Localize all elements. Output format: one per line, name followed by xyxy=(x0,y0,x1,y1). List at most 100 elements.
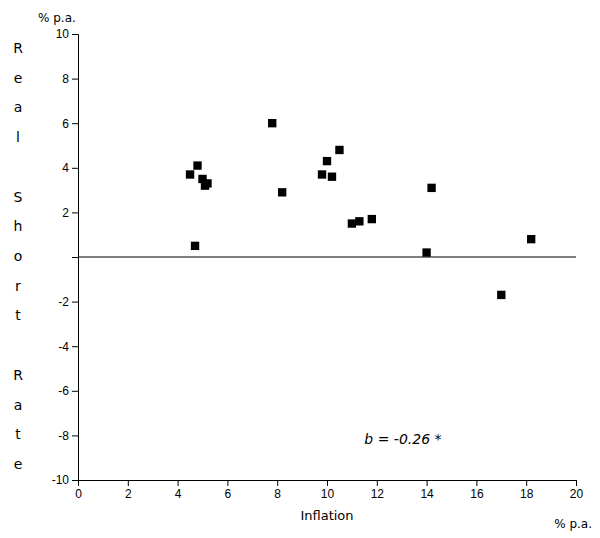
y-axis-line xyxy=(72,35,79,481)
y-axis-title-letter xyxy=(16,159,20,175)
x-tick-mark xyxy=(526,480,527,486)
x-tick: 18 xyxy=(520,480,534,501)
x-tick: 2 xyxy=(125,480,132,501)
x-tick-mark xyxy=(227,480,228,486)
y-tick-label: -4 xyxy=(58,340,69,354)
y-axis-title: Real Short Rate xyxy=(13,40,23,472)
y-axis-title-letter: h xyxy=(14,218,23,234)
point xyxy=(368,215,376,223)
point xyxy=(427,184,435,192)
x-tick: 20 xyxy=(570,480,584,501)
y-axis-title-letter: a xyxy=(14,397,23,413)
x-axis: 0 2 4 6 8 10 12 14 16 18 20 xyxy=(75,480,583,501)
y-tick-mark xyxy=(72,34,78,35)
x-tick-label: 2 xyxy=(125,487,132,501)
y-tick: -4 xyxy=(58,340,78,354)
x-tick-label: 20 xyxy=(570,487,584,501)
point xyxy=(328,173,336,181)
marks xyxy=(78,119,576,299)
y-axis-title-letter: t xyxy=(15,307,21,323)
x-tick-mark xyxy=(427,480,428,486)
y-tick-mark xyxy=(72,435,78,436)
x-tick: 4 xyxy=(175,480,182,501)
x-tick: 12 xyxy=(371,480,385,501)
y-axis-title-letter: R xyxy=(13,367,23,383)
x-axis-unit: % p.a. xyxy=(554,517,592,531)
y-tick-label: -6 xyxy=(58,384,69,398)
y-tick: 4 xyxy=(62,161,78,175)
y-axis-unit: % p.a. xyxy=(38,11,76,25)
y-tick: 6 xyxy=(62,117,78,131)
y-tick: -8 xyxy=(58,429,78,443)
point xyxy=(422,248,430,256)
y-tick: 2 xyxy=(62,206,78,220)
y-tick: -10 xyxy=(52,473,78,487)
x-tick-mark xyxy=(128,480,129,486)
zero-line xyxy=(78,256,576,257)
y-tick-label: -2 xyxy=(58,295,69,309)
x-tick-label: 6 xyxy=(225,487,232,501)
y-tick-mark xyxy=(72,346,78,347)
x-tick: 6 xyxy=(225,480,232,501)
x-axis-line xyxy=(79,481,577,487)
point xyxy=(348,219,356,227)
y-tick-mark xyxy=(72,168,78,169)
y-axis-title-letter: a xyxy=(14,99,23,115)
y-tick-mark xyxy=(72,79,78,80)
x-tick: 10 xyxy=(321,480,335,501)
y-axis-title-letter xyxy=(16,337,20,353)
point xyxy=(191,242,199,250)
point xyxy=(268,119,276,127)
y-tick: -6 xyxy=(58,384,78,398)
x-tick-label: 12 xyxy=(371,487,385,501)
x-tick: 14 xyxy=(420,480,434,501)
y-tick: -2 xyxy=(58,295,78,309)
point xyxy=(193,161,201,169)
y-tick-mark xyxy=(72,391,78,392)
y-axis: -10 -8 -6 -4 -2 2 4 6 8 10 xyxy=(52,27,79,487)
x-tick: 0 xyxy=(75,480,82,501)
y-tick-label: 4 xyxy=(62,161,69,175)
plot-area: 0 2 4 6 8 10 12 14 16 18 20 -10 -8 -6 -4 -2 2 4 6 8 10 b = -0… xyxy=(52,27,584,523)
point xyxy=(203,179,211,187)
x-tick-mark xyxy=(576,480,577,486)
y-tick xyxy=(72,257,78,258)
x-tick-label: 10 xyxy=(321,487,335,501)
y-tick-label: 8 xyxy=(62,72,69,86)
y-tick-label: -8 xyxy=(58,429,69,443)
x-tick-mark xyxy=(476,480,477,486)
y-tick: 10 xyxy=(56,27,78,41)
x-tick-mark xyxy=(377,480,378,486)
annotation: b = -0.26 * xyxy=(364,431,441,447)
y-axis-title-letter: o xyxy=(14,248,23,264)
x-tick-label: 8 xyxy=(274,487,281,501)
point xyxy=(323,157,331,165)
y-tick-label: 6 xyxy=(62,117,69,131)
x-tick-label: 4 xyxy=(175,487,182,501)
y-axis-title-letter: R xyxy=(13,40,23,56)
y-tick-label: 10 xyxy=(56,27,70,41)
point xyxy=(278,188,286,196)
y-tick-mark xyxy=(72,212,78,213)
x-tick-label: 16 xyxy=(470,487,484,501)
x-tick-mark xyxy=(178,480,179,486)
point xyxy=(186,170,194,178)
point xyxy=(497,291,505,299)
point xyxy=(355,217,363,225)
y-tick-mark xyxy=(72,123,78,124)
x-tick-mark xyxy=(327,480,328,486)
y-tick-label: 2 xyxy=(62,206,69,220)
x-tick-mark xyxy=(277,480,278,486)
y-axis-title-letter: t xyxy=(15,426,21,442)
x-tick-label: 14 xyxy=(420,487,434,501)
y-tick-mark xyxy=(72,257,78,258)
point xyxy=(318,170,326,178)
y-axis-title-letter: r xyxy=(15,278,21,294)
x-tick-label: 18 xyxy=(520,487,534,501)
y-axis-title-letter: l xyxy=(16,129,20,145)
y-tick: 8 xyxy=(62,72,78,86)
x-tick: 8 xyxy=(274,480,281,501)
point xyxy=(527,235,535,243)
y-tick-label: -10 xyxy=(52,473,70,487)
y-tick-mark xyxy=(72,480,78,481)
